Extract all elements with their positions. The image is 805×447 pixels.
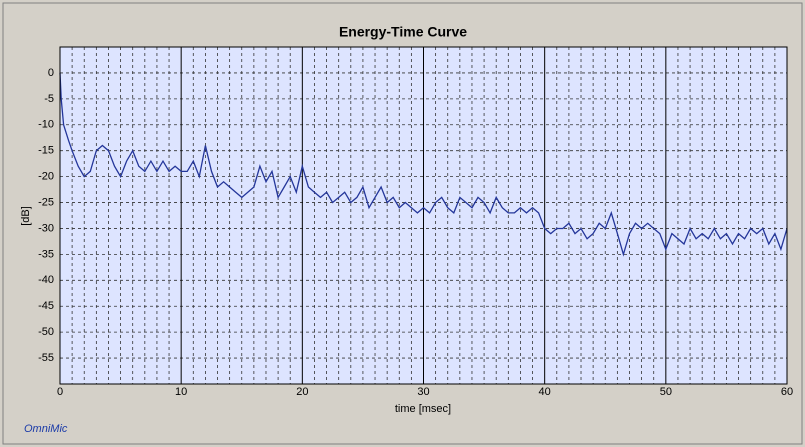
app-label: OmniMic [24, 423, 68, 435]
x-tick-label: 50 [660, 386, 672, 398]
x-tick-label: 10 [175, 386, 187, 398]
chart-title: Energy-Time Curve [339, 24, 467, 40]
x-tick-label: 60 [781, 386, 793, 398]
y-tick-label: -10 [38, 119, 54, 131]
plot-border [59, 46, 788, 385]
x-tick-label: 40 [539, 386, 551, 398]
y-tick-label: -25 [38, 196, 54, 208]
x-tick-label: 30 [417, 386, 429, 398]
data-line [59, 72, 788, 257]
x-tick-label: 20 [296, 386, 308, 398]
y-tick-label: -35 [38, 248, 54, 260]
y-tick-label: -55 [38, 352, 54, 364]
y-tick-label: -15 [38, 145, 54, 157]
y-axis-label: [dB] [20, 206, 32, 226]
y-tick-label: -40 [38, 274, 54, 286]
x-axis-label: time [msec] [395, 403, 451, 415]
y-tick-label: -5 [44, 93, 54, 105]
y-tick-label: -20 [38, 171, 54, 183]
x-tick-label: 0 [57, 386, 63, 398]
y-tick-label: -50 [38, 326, 54, 338]
y-tick-label: 0 [48, 67, 54, 79]
y-tick-label: -30 [38, 222, 54, 234]
y-tick-label: -45 [38, 300, 54, 312]
